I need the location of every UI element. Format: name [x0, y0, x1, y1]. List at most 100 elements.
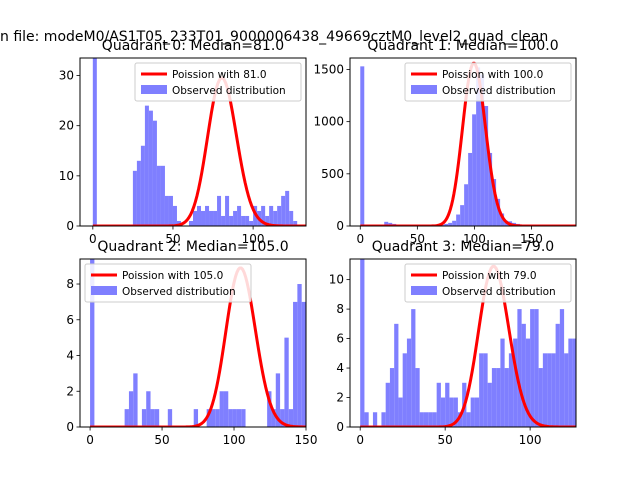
- hist-bar: [547, 353, 552, 427]
- hist-bar: [496, 198, 501, 226]
- hist-bar: [236, 409, 242, 427]
- hist-bar: [568, 338, 573, 427]
- hist-bar: [445, 382, 450, 427]
- hist-bar: [168, 195, 173, 226]
- y-tick-label: 0: [66, 420, 74, 434]
- hist-bar: [406, 338, 412, 427]
- hist-bar: [483, 353, 488, 427]
- y-tick-label: 2: [336, 391, 344, 405]
- hist-bar: [360, 259, 365, 427]
- legend-line-label: Poission with 81.0: [172, 69, 267, 81]
- hist-bar: [285, 190, 290, 226]
- hist-bar: [432, 412, 437, 427]
- hist-bar: [232, 409, 237, 427]
- legend-line-label: Poission with 105.0: [122, 270, 223, 282]
- x-tick-label: 0: [86, 433, 94, 447]
- x-tick-label: 0: [356, 433, 364, 447]
- hist-bar: [480, 74, 485, 226]
- hist-bar: [500, 213, 505, 226]
- hist-bar: [491, 368, 497, 427]
- legend: Poission with 81.0 Observed distribution: [134, 62, 302, 102]
- legend-line-label: Poission with 79.0: [442, 270, 537, 282]
- x-tick-label: 0: [356, 232, 364, 246]
- hist-bar: [476, 67, 481, 226]
- plot-area-2: [90, 259, 349, 427]
- legend-bar-label: Observed distribution: [442, 286, 556, 298]
- y-tick-label: 8: [66, 277, 74, 291]
- hist-bar: [154, 409, 160, 427]
- hist-bar: [345, 391, 349, 427]
- legend-bar-label: Observed distribution: [172, 85, 286, 97]
- hist-bar: [164, 195, 169, 226]
- hist-bar: [213, 210, 218, 226]
- hist-bar: [237, 205, 242, 226]
- hist-bar: [464, 184, 469, 226]
- hist-bar: [156, 165, 161, 226]
- x-tick-label: 50: [154, 433, 169, 447]
- hist-bar: [492, 179, 497, 226]
- hist-bar: [402, 353, 407, 427]
- hist-bar: [444, 223, 449, 226]
- hist-bar: [310, 356, 314, 427]
- hist-bar: [468, 152, 473, 226]
- poisson-line: [360, 264, 576, 427]
- hist-bar: [269, 205, 274, 226]
- hist-bar: [288, 409, 294, 427]
- legend-bar-swatch: [141, 85, 167, 94]
- hist-bar: [293, 220, 298, 226]
- hist-bar: [538, 368, 543, 427]
- hist-bar: [542, 353, 548, 427]
- poisson-line: [90, 266, 306, 427]
- hist-bar: [141, 409, 147, 427]
- hist-bar: [217, 195, 222, 226]
- poisson-line: [92, 76, 306, 226]
- chart-panel-0: 0 50 100 0 10 20 30 Quadrant 0: Median=81.0 Pois…: [59, 38, 307, 246]
- hist-bar: [128, 391, 134, 427]
- legend: Poission with 79.0 Observed distribution: [404, 263, 572, 303]
- y-tick-label: 30: [59, 69, 74, 83]
- y-tick-label: 6: [336, 332, 344, 346]
- legend: Poission with 100.0 Observed distribution: [404, 62, 572, 102]
- hist-bar: [289, 210, 294, 226]
- hist-bar: [453, 397, 458, 427]
- hist-bar: [460, 205, 465, 226]
- hist-bar: [132, 170, 137, 226]
- legend-box: [134, 62, 302, 102]
- hist-bar: [293, 301, 298, 427]
- hist-bar: [388, 222, 393, 226]
- hist-bar: [521, 323, 526, 427]
- hist-bar: [456, 214, 461, 226]
- hist-bar: [148, 110, 153, 226]
- hist-bar: [496, 368, 501, 427]
- hist-bar: [389, 368, 395, 427]
- hist-bar: [275, 373, 281, 427]
- hist-bar: [221, 215, 226, 226]
- hist-bar: [188, 220, 193, 226]
- hist-bar: [436, 382, 441, 427]
- hist-bar: [229, 215, 234, 226]
- hist-bar: [167, 409, 173, 427]
- hist-bar: [281, 195, 286, 226]
- panel-title: Quadrant 1: Median=100.0: [367, 38, 558, 54]
- hist-bar: [206, 409, 211, 427]
- hist-bar: [488, 152, 493, 226]
- hist-bar: [223, 391, 229, 427]
- hist-bar: [555, 323, 560, 427]
- hist-bar: [415, 368, 420, 427]
- hist-bar: [530, 309, 535, 427]
- hist-bar: [228, 409, 233, 427]
- axes-frame: [349, 57, 577, 227]
- y-tick-label: 10: [329, 273, 344, 287]
- axes-frame: [79, 57, 307, 227]
- hist-bar: [440, 224, 445, 226]
- y-tick-label: 2: [66, 384, 74, 398]
- panel-title: Quadrant 2: Median=105.0: [97, 239, 288, 255]
- hist-bar: [209, 210, 214, 226]
- hist-bar: [457, 412, 463, 427]
- hist-bar: [551, 353, 556, 427]
- hist-bar: [384, 221, 389, 226]
- hist-bar: [133, 373, 138, 427]
- y-tick-label: 10: [59, 169, 74, 183]
- hist-bar: [504, 368, 509, 427]
- hist-bar: [419, 412, 424, 427]
